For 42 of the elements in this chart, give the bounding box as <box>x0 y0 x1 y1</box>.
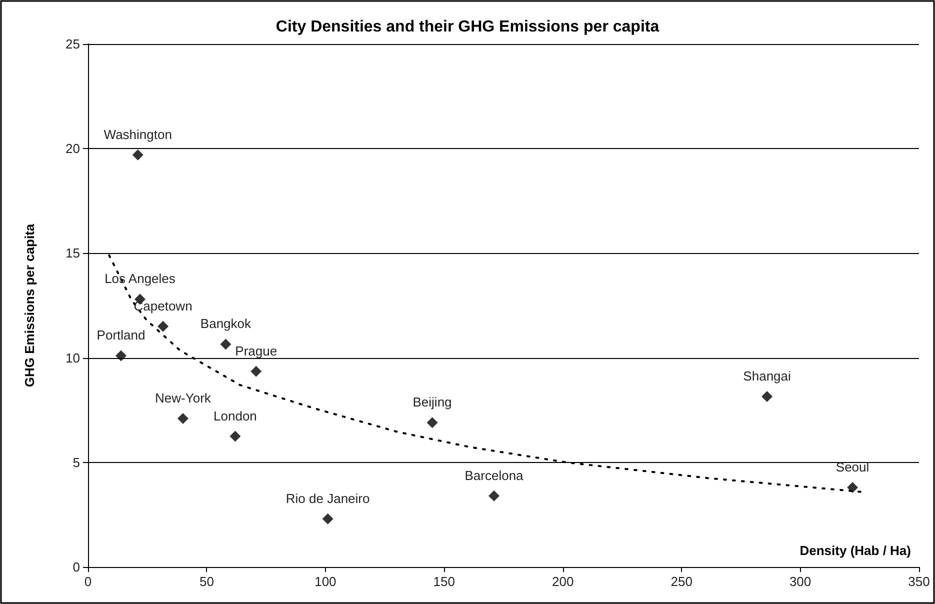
point <box>116 350 127 362</box>
point <box>847 482 858 494</box>
annotation: Rio de Janeiro <box>286 490 370 506</box>
point <box>322 513 334 524</box>
point <box>132 149 144 160</box>
y-tick-label: 0 <box>72 560 80 574</box>
annotation: New-York <box>155 390 212 406</box>
point <box>488 490 500 502</box>
point <box>762 391 773 402</box>
point <box>250 366 262 377</box>
annotation: Barcelona <box>464 468 524 483</box>
point <box>230 430 241 442</box>
point <box>158 320 169 332</box>
annotation: Washington <box>104 126 172 142</box>
y-tick-label: 20 <box>66 141 80 156</box>
y-tick-label: 10 <box>66 350 80 366</box>
y-tick-label: 25 <box>66 36 80 52</box>
annotation: Los Angeles <box>104 271 176 286</box>
annotation: Bangkok <box>200 316 252 332</box>
x-tick-label: 300 <box>789 574 812 589</box>
annotation: Shangai <box>743 368 792 384</box>
y-tick-label: 15 <box>66 246 80 261</box>
annotation: Capetown <box>134 298 192 314</box>
chart-title: City Densities and their GHG Emissions per capita <box>276 18 660 36</box>
y-axis-title: GHG Emissions per capita <box>22 223 37 388</box>
point <box>220 338 232 350</box>
x-tick-label: 150 <box>433 574 455 589</box>
annotation: Portland <box>96 328 146 343</box>
point <box>177 412 188 424</box>
x-tick-label: 50 <box>199 574 214 589</box>
x-tick-label: 200 <box>552 574 574 589</box>
annotation: Seoul <box>836 460 870 475</box>
x-tick-label: 350 <box>908 574 930 589</box>
annotation: London <box>214 408 257 424</box>
x-tick-label: 100 <box>314 574 336 589</box>
y-tick-label: 5 <box>72 454 80 470</box>
annotation: Prague <box>235 343 278 358</box>
annotation: Beijing <box>412 394 452 410</box>
x-tick-label: 0 <box>84 574 92 589</box>
point <box>426 417 438 428</box>
x-axis-title: Density (Hab / Ha) <box>800 543 911 558</box>
x-tick-label: 250 <box>670 574 692 589</box>
